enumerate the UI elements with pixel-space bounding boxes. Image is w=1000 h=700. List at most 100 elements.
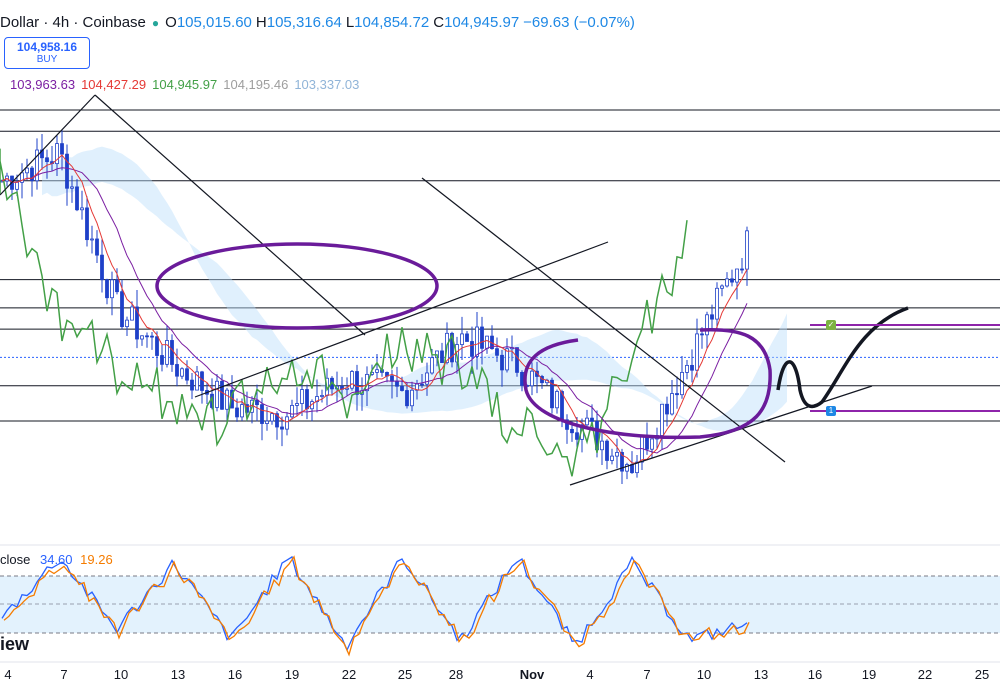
candle-body — [305, 389, 309, 410]
lagging-span-line — [0, 148, 688, 477]
candle-body — [620, 452, 624, 472]
candle-body — [710, 314, 714, 320]
candle-body — [605, 440, 609, 461]
oscillator-legend[interactable]: close 34.60 19.26 — [0, 552, 113, 567]
candle-body — [670, 393, 674, 415]
ichimoku-value-4: 103,337.03 — [294, 77, 360, 92]
trendlines[interactable] — [0, 94, 873, 486]
symbol-title[interactable]: Dollar · 4h · Coinbase — [0, 14, 146, 31]
candle-body — [485, 335, 489, 349]
candle-body — [460, 333, 464, 345]
candle-body — [285, 416, 289, 430]
candle-body — [430, 357, 434, 374]
candle-body — [450, 332, 454, 363]
candle-body — [45, 157, 49, 163]
candle-body — [95, 238, 99, 256]
candle-body — [25, 167, 29, 174]
ichimoku-legend[interactable]: 103,963.63 104,427.29 104,945.97 104,195.46… — [10, 77, 365, 92]
candle-body — [275, 413, 279, 428]
candle-body — [255, 399, 259, 406]
buy-label: BUY — [36, 54, 58, 65]
candle-body — [75, 186, 79, 211]
candle-body — [600, 440, 604, 451]
candle-body — [695, 333, 699, 371]
x-tick-label: 4 — [4, 667, 12, 682]
candle-body — [395, 380, 399, 387]
symbol-header: Dollar · 4h · Coinbase ● O105,015.60 H105,3… — [0, 14, 635, 31]
candle-body — [495, 348, 499, 356]
candle-body — [265, 420, 269, 424]
candle-body — [140, 335, 144, 340]
candle-body — [85, 207, 89, 241]
candle-body — [260, 404, 264, 424]
candle-body — [570, 428, 574, 434]
candle-body — [55, 143, 59, 165]
candle-body — [700, 333, 704, 336]
entry-marker-icon[interactable]: 1 — [826, 406, 836, 416]
ichimoku-value-3: 104,195.46 — [223, 77, 289, 92]
x-tick-label: 28 — [448, 667, 464, 682]
candle-body — [115, 279, 119, 293]
purple-ellipses — [155, 242, 772, 440]
candle-body — [420, 383, 424, 386]
candle-body — [185, 368, 189, 381]
candle-body — [195, 371, 199, 391]
candle-body — [125, 319, 129, 328]
candle-body — [225, 389, 229, 410]
candle-body — [690, 364, 694, 371]
candle-body — [60, 143, 64, 155]
candle-body — [405, 390, 409, 407]
x-tick-label: 19 — [284, 667, 300, 682]
candle-body — [735, 268, 739, 283]
candle-body — [35, 149, 39, 182]
candle-body — [315, 396, 319, 403]
take-profit-marker-icon[interactable]: ✓ — [826, 320, 836, 330]
candle-body — [155, 336, 159, 356]
candle-body — [530, 370, 534, 387]
candle-body — [235, 407, 239, 418]
x-tick-label: 10 — [696, 667, 712, 682]
x-tick-label: 19 — [861, 667, 877, 682]
candle-body — [200, 371, 204, 391]
candle-body — [110, 279, 114, 299]
candle-body — [400, 385, 404, 391]
candle-body — [505, 348, 509, 371]
oscillator-d-value: 19.26 — [80, 552, 113, 567]
candle-body — [220, 380, 224, 410]
change-value: −69.63 (−0.07%) — [523, 14, 635, 31]
candle-body — [590, 417, 594, 422]
low-value: 104,854.72 — [354, 14, 430, 31]
candle-body — [425, 372, 429, 385]
candle-body — [355, 371, 359, 395]
candle-body — [120, 291, 124, 328]
buy-button[interactable]: 104,958.16 BUY — [4, 37, 90, 69]
candle-body — [90, 238, 94, 241]
candle-body — [30, 167, 34, 182]
candle-body — [675, 393, 679, 396]
candle-body — [295, 403, 299, 406]
candle-body — [410, 389, 414, 407]
candle-body — [290, 405, 294, 418]
candle-body — [145, 335, 149, 338]
close-value: 104,945.97 — [444, 14, 520, 31]
candle-body — [150, 335, 154, 338]
candle-body — [100, 254, 104, 281]
buy-price: 104,958.16 — [16, 40, 78, 54]
x-tick-label: 7 — [643, 667, 651, 682]
candle-body — [350, 371, 354, 389]
candle-body — [630, 464, 634, 474]
x-tick-label: 16 — [227, 667, 243, 682]
candle-body — [20, 172, 24, 183]
candle-body — [705, 314, 709, 336]
candle-body — [175, 364, 179, 377]
candle-body — [320, 395, 324, 397]
x-tick-label: 7 — [60, 667, 68, 682]
base-line — [1, 167, 748, 454]
candle-body — [475, 326, 479, 357]
ichimoku-value-1: 104,427.29 — [81, 77, 147, 92]
candle-body — [80, 207, 84, 211]
candle-body — [130, 306, 134, 321]
oscillator-label: close — [0, 552, 31, 567]
candle-body — [390, 375, 394, 382]
